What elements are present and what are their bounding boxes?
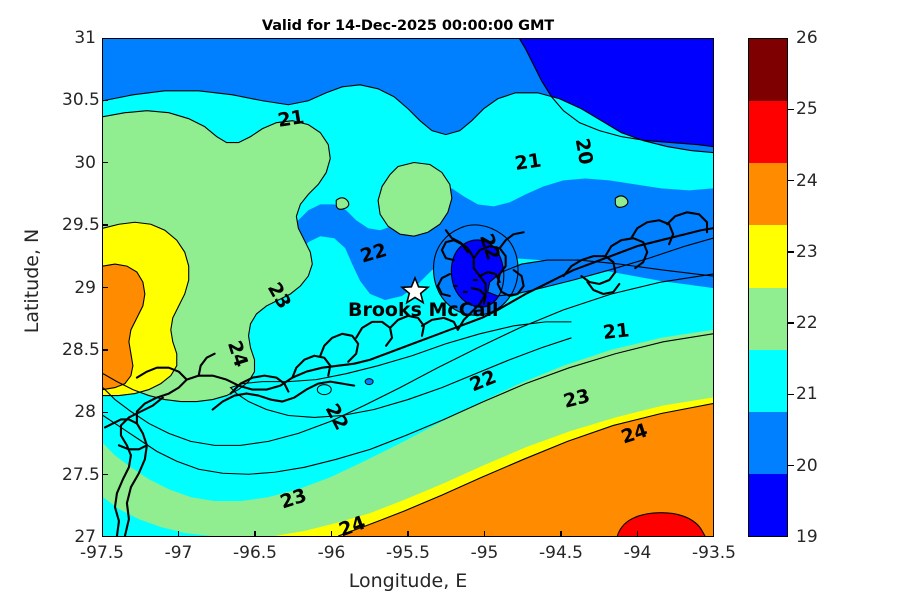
- contour-lines: [103, 39, 713, 536]
- fill-19-20-ne: [519, 39, 713, 147]
- coastal-lakes: [316, 378, 374, 396]
- y-tick-mark: [102, 411, 108, 413]
- colorbar-tick-label: 21: [796, 384, 818, 405]
- x-tick-mark: [254, 531, 256, 537]
- colorbar-tick-mark: [788, 322, 794, 324]
- fill-24-25-se: [338, 403, 713, 536]
- colorbar-band: [749, 163, 787, 226]
- fill-21-22-coast: [230, 321, 572, 418]
- colorbar-band: [749, 39, 787, 102]
- colorbar-tick-mark: [788, 179, 794, 182]
- fill-22-23-speck-b: [615, 195, 628, 208]
- x-tick-label: -93.5: [692, 543, 736, 563]
- y-tick-mark: [102, 99, 108, 102]
- colorbar-tick-label: 24: [796, 170, 818, 191]
- fill-22-23-speck-a: [336, 197, 349, 210]
- colorbar-band: [749, 411, 787, 474]
- colorbar-ticks: 26 25 24 23 22 21 20 19: [788, 28, 848, 547]
- colorbar-tick-label: 19: [796, 527, 818, 547]
- x-tick-label: -94: [623, 543, 652, 563]
- y-tick-mark: [102, 349, 108, 351]
- colorbar-band: [749, 287, 787, 350]
- x-tick-label: -97: [164, 543, 193, 563]
- x-tick-mark: [483, 531, 486, 537]
- y-tick-label: 30.5: [62, 90, 100, 111]
- x-tick-mark: [636, 531, 639, 537]
- colorbar-band: [749, 473, 787, 536]
- colorbar[interactable]: [748, 38, 788, 537]
- colorbar-tick-mark: [788, 465, 794, 467]
- y-tick-label: 31: [74, 28, 96, 48]
- y-tick-label: 29.5: [62, 215, 100, 236]
- colorbar-tick-label: 25: [796, 99, 818, 120]
- colorbar-tick-mark: [788, 393, 794, 396]
- x-tick-label: -96.5: [233, 543, 277, 563]
- colorbar-band: [749, 101, 787, 164]
- y-tick-label: 28: [74, 402, 96, 423]
- coastline: [103, 211, 713, 536]
- x-tick-label: -94.5: [539, 543, 583, 563]
- y-tick-mark: [102, 162, 108, 164]
- colorbar-tick-label: 23: [796, 241, 818, 262]
- colorbar-band: [749, 225, 787, 288]
- y-tick-label: 28.5: [62, 339, 100, 360]
- fill-24-25-west: [103, 264, 145, 390]
- x-axis-label: Longitude, E: [348, 570, 468, 592]
- x-tick-mark: [177, 531, 180, 537]
- y-tick-label: 27: [74, 527, 96, 547]
- x-tick-mark: [560, 531, 562, 537]
- x-axis-ticks: -97.5 -97 -96.5 -96 -95.5 -95 -94.5 -94 -93.5: [80, 543, 736, 569]
- y-tick-mark: [102, 286, 108, 289]
- chart-title: Valid for 14-Dec-2025 00:00:00 GMT: [261, 18, 555, 34]
- colorbar-tick-mark: [788, 108, 794, 110]
- x-tick-label: -96: [317, 543, 346, 563]
- map-plot-area[interactable]: 21202121222222232421222223242324 Brooks …: [102, 38, 714, 537]
- contour-field: [103, 39, 713, 536]
- colorbar-tick-label: 20: [796, 455, 818, 476]
- fill-22-23-island: [378, 162, 452, 237]
- y-tick-label: 29: [74, 277, 96, 298]
- colorbar-band: [749, 349, 787, 412]
- x-tick-label: -97.5: [80, 543, 124, 563]
- x-tick-mark: [330, 531, 333, 537]
- colorbar-tick-label: 22: [796, 313, 818, 334]
- y-tick-label: 30: [74, 152, 96, 173]
- colorbar-tick-label: 26: [796, 28, 818, 48]
- x-tick-mark: [407, 531, 409, 537]
- y-tick-label: 27.5: [62, 464, 100, 485]
- x-tick-label: -95: [470, 543, 499, 563]
- x-tick-label: -95.5: [386, 543, 430, 563]
- station-name-label: Brooks McCall: [348, 299, 499, 321]
- station-marker-star[interactable]: [399, 275, 431, 305]
- fill-25-26-patch: [617, 512, 706, 536]
- y-tick-mark: [102, 473, 108, 476]
- colorbar-tick-mark: [788, 251, 794, 253]
- y-tick-mark: [102, 224, 108, 226]
- y-axis-ticks: 31 30.5 30 29.5 29 28.5 28 27.5 27: [28, 28, 100, 547]
